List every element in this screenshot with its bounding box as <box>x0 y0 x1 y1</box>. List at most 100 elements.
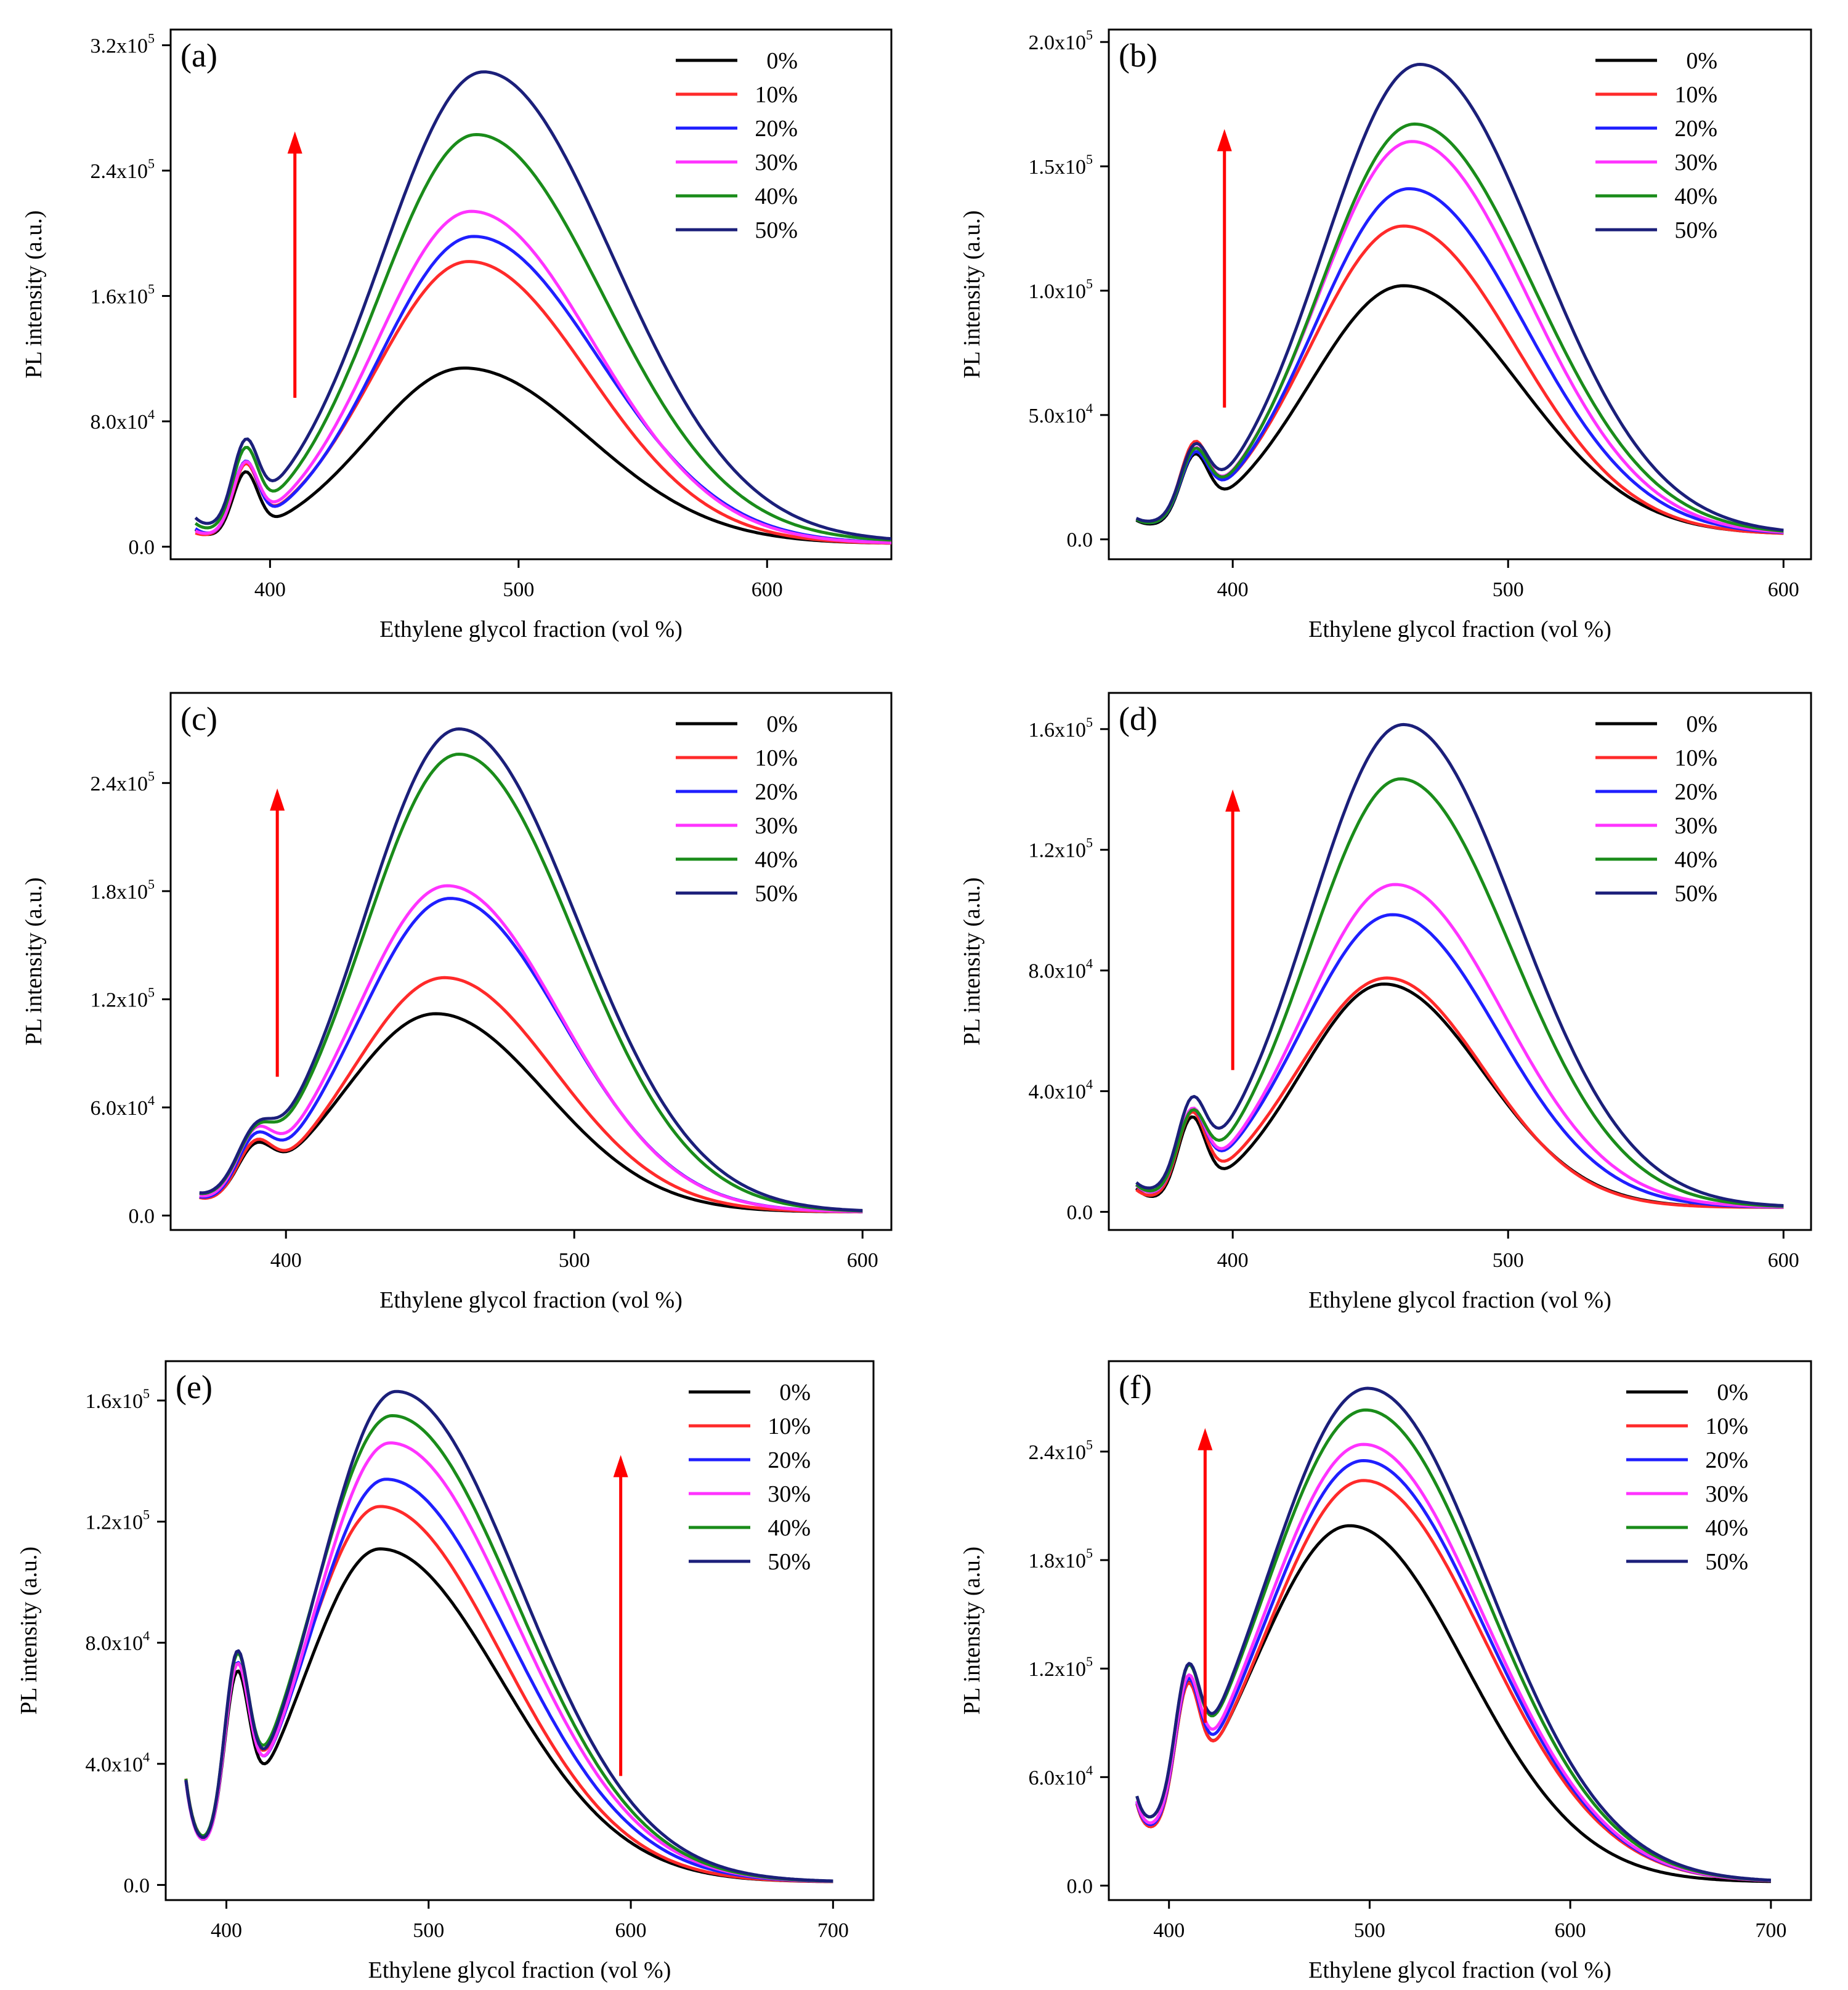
y-axis-title: PL intensity (a.u.) <box>959 1547 985 1715</box>
y-tick-label: 1.6x105 <box>1029 714 1093 742</box>
x-tick-label: 400 <box>1153 1919 1185 1942</box>
legend-label: 30% <box>1674 150 1717 176</box>
x-axis-title: Ethylene glycol fraction (vol %) <box>1308 617 1611 642</box>
panel-label: (f) <box>1119 1369 1152 1406</box>
x-tick-label: 700 <box>817 1919 849 1942</box>
x-tick-label: 600 <box>752 578 783 601</box>
y-tick-label: 1.6x105 <box>86 1386 150 1413</box>
x-axis-title: Ethylene glycol fraction (vol %) <box>379 1287 683 1313</box>
legend-label: 0% <box>1686 711 1717 737</box>
legend-label: 30% <box>1674 813 1717 839</box>
y-tick-label: 0.0 <box>1067 1202 1093 1224</box>
series-line-50pct <box>184 1389 833 1883</box>
series-line-30pct <box>195 209 891 544</box>
y-tick-label: 6.0x104 <box>91 1093 155 1120</box>
y-tick-label: 4.0x104 <box>86 1749 150 1776</box>
series-line-30pct <box>199 884 863 1213</box>
legend-label: 30% <box>755 150 798 176</box>
y-tick-label: 1.2x105 <box>91 984 155 1011</box>
x-tick-label: 500 <box>1493 578 1524 601</box>
series-line-20pct <box>1135 187 1784 535</box>
y-tick-label: 2.4x105 <box>1029 1437 1093 1464</box>
y-axis-title: PL intensity (a.u.) <box>16 1547 42 1715</box>
legend-label: 50% <box>755 217 798 243</box>
panel-b: 400 500 600 0.0 5.0x104 1.0x105 1.5x105 2.0x105… <box>959 27 1812 642</box>
x-axis-title: Ethylene glycol fraction (vol %) <box>368 1957 671 1983</box>
x-axis-title: Ethylene glycol fraction (vol %) <box>1308 1287 1611 1313</box>
series-line-20pct <box>194 235 891 544</box>
legend-label: 0% <box>1717 1380 1748 1406</box>
x-tick-label: 400 <box>1217 1249 1249 1272</box>
y-tick-label: 8.0x104 <box>1029 956 1093 983</box>
series-line-40pct <box>1135 777 1784 1208</box>
legend-label: 40% <box>1674 847 1717 873</box>
y-axis-title: PL intensity (a.u.) <box>959 878 985 1046</box>
legend-label: 30% <box>1705 1481 1748 1507</box>
legend-label: 0% <box>766 48 798 74</box>
legend-label: 0% <box>1686 48 1717 74</box>
panel-a: 400 500 600 0.0 8.0x104 1.6x105 2.4x105 3.2x105… <box>21 28 893 642</box>
trend-arrow-head <box>1217 129 1232 152</box>
legend-label: 20% <box>1674 779 1717 805</box>
x-axis-title: Ethylene glycol fraction (vol %) <box>1308 1957 1611 1983</box>
legend-label: 20% <box>1705 1447 1748 1473</box>
series-line-0pct <box>194 366 891 545</box>
legend-label: 20% <box>1674 116 1717 142</box>
legend-label: 20% <box>755 779 798 805</box>
y-tick-label: 1.5x105 <box>1029 152 1093 179</box>
x-tick-label: 600 <box>847 1249 878 1272</box>
y-tick-label: 0.0 <box>1067 529 1093 552</box>
y-tick-label: 1.2x105 <box>86 1507 150 1534</box>
series-line-30pct <box>1135 1442 1771 1882</box>
legend-label: 0% <box>766 711 798 737</box>
trend-arrow-head <box>270 788 285 811</box>
x-tick-label: 400 <box>211 1919 242 1942</box>
x-tick-label: 400 <box>270 1249 302 1272</box>
y-tick-label: 1.2x105 <box>1029 835 1093 862</box>
trend-arrow-head <box>1225 789 1241 812</box>
series-line-20pct <box>1135 913 1784 1209</box>
legend-label: 10% <box>1705 1414 1748 1439</box>
trend-arrow-head <box>287 131 302 154</box>
series-line-40pct <box>194 133 891 542</box>
legend-label: 50% <box>1705 1549 1748 1575</box>
y-tick-label: 3.2x105 <box>91 30 155 57</box>
x-tick-label: 700 <box>1755 1919 1786 1942</box>
legend-label: 30% <box>768 1481 811 1507</box>
legend-label: 50% <box>1674 217 1717 243</box>
x-tick-label: 400 <box>1217 578 1249 601</box>
legend-label: 10% <box>768 1414 811 1439</box>
panel-e: 400 500 600 700 0.0 4.0x104 8.0x104 1.2x105 1.6x… <box>16 1360 875 1983</box>
x-tick-label: 600 <box>1768 1249 1799 1272</box>
y-tick-label: 8.0x104 <box>86 1628 150 1655</box>
series-line-0pct <box>199 1012 863 1214</box>
plot-frame <box>1108 28 1812 560</box>
legend-label: 10% <box>1674 82 1717 108</box>
y-tick-label: 2.0x105 <box>1029 27 1093 54</box>
legend-label: 40% <box>1674 184 1717 209</box>
x-tick-label: 400 <box>254 578 286 601</box>
series-line-10pct <box>199 976 863 1213</box>
y-axis-title: PL intensity (a.u.) <box>21 878 47 1046</box>
legend-label: 10% <box>755 745 798 771</box>
x-tick-label: 600 <box>615 1919 647 1942</box>
y-tick-label: 1.8x105 <box>91 876 155 904</box>
series-line-50pct <box>199 727 863 1212</box>
plot-frame <box>169 28 893 560</box>
legend-label: 50% <box>755 881 798 907</box>
series-line-50pct <box>1135 63 1784 532</box>
legend-label: 20% <box>768 1447 811 1473</box>
y-axis-title: PL intensity (a.u.) <box>21 211 47 379</box>
panel-label: (c) <box>180 700 217 737</box>
legend-label: 20% <box>755 116 798 142</box>
series-line-40pct <box>1135 1408 1772 1882</box>
y-tick-label: 0.0 <box>1067 1875 1093 1898</box>
x-tick-label: 500 <box>503 578 534 601</box>
trend-arrow-head <box>613 1455 628 1478</box>
series-line-30pct <box>184 1441 833 1883</box>
legend-label: 30% <box>755 813 798 839</box>
x-tick-label: 600 <box>1555 1919 1586 1942</box>
legend-label: 40% <box>1705 1515 1748 1541</box>
trend-arrow-head <box>1198 1428 1213 1450</box>
